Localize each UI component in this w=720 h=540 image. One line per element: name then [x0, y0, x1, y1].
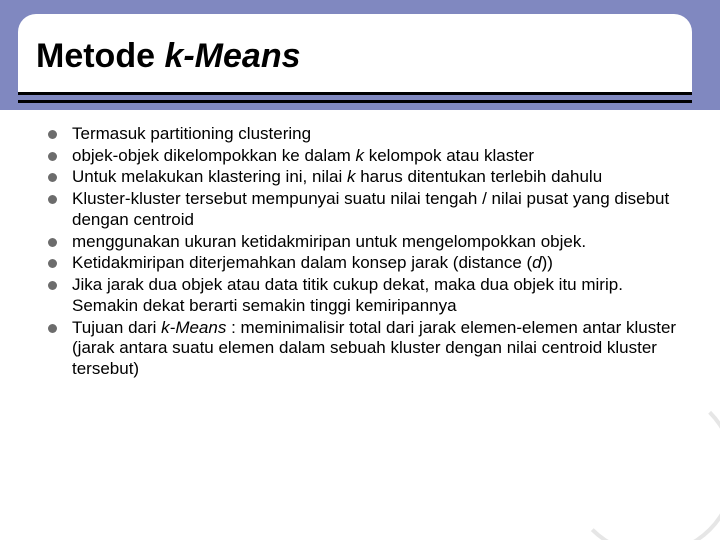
bullet-text: Termasuk partitioning clustering — [72, 124, 311, 143]
bullet-text: )) — [542, 253, 553, 272]
bullet-italic: k — [356, 146, 365, 165]
bullet-text: Tujuan dari — [72, 318, 161, 337]
list-item: objek-objek dikelompokkan ke dalam k kel… — [46, 146, 680, 167]
bullet-text: Untuk melakukan klastering ini, nilai — [72, 167, 347, 186]
bullet-text: menggunakan ukuran ketidakmiripan untuk … — [72, 232, 586, 251]
list-item: Untuk melakukan klastering ini, nilai k … — [46, 167, 680, 188]
bullet-text: Ketidakmiripan diterjemahkan dalam konse… — [72, 253, 532, 272]
bullet-italic: k-Means — [161, 318, 226, 337]
title-box: Metode k-Means — [18, 14, 692, 92]
bullet-text: harus ditentukan terlebih dahulu — [355, 167, 602, 186]
list-item: Tujuan dari k-Means : meminimalisir tota… — [46, 318, 680, 380]
bullet-text: Jika jarak dua objek atau data titik cuk… — [72, 275, 623, 315]
slide: Metode k-Means Termasuk partitioning clu… — [0, 0, 720, 540]
bullet-italic: d — [532, 253, 541, 272]
bullet-text: kelompok atau klaster — [364, 146, 534, 165]
list-item: Termasuk partitioning clustering — [46, 124, 680, 145]
bullet-text: Kluster-kluster tersebut mempunyai suatu… — [72, 189, 669, 229]
slide-title: Metode k-Means — [36, 37, 301, 76]
title-underline-1 — [18, 92, 692, 95]
bullet-text: objek-objek dikelompokkan ke dalam — [72, 146, 356, 165]
list-item: Ketidakmiripan diterjemahkan dalam konse… — [46, 253, 680, 274]
list-item: Kluster-kluster tersebut mempunyai suatu… — [46, 189, 680, 230]
list-item: Jika jarak dua objek atau data titik cuk… — [46, 275, 680, 316]
title-plain: Metode — [36, 37, 164, 75]
content-area: Termasuk partitioning clustering objek-o… — [46, 124, 680, 504]
list-item: menggunakan ukuran ketidakmiripan untuk … — [46, 232, 680, 253]
bullet-list: Termasuk partitioning clustering objek-o… — [46, 124, 680, 380]
title-underline-2 — [18, 100, 692, 103]
title-italic: k-Means — [164, 37, 300, 75]
